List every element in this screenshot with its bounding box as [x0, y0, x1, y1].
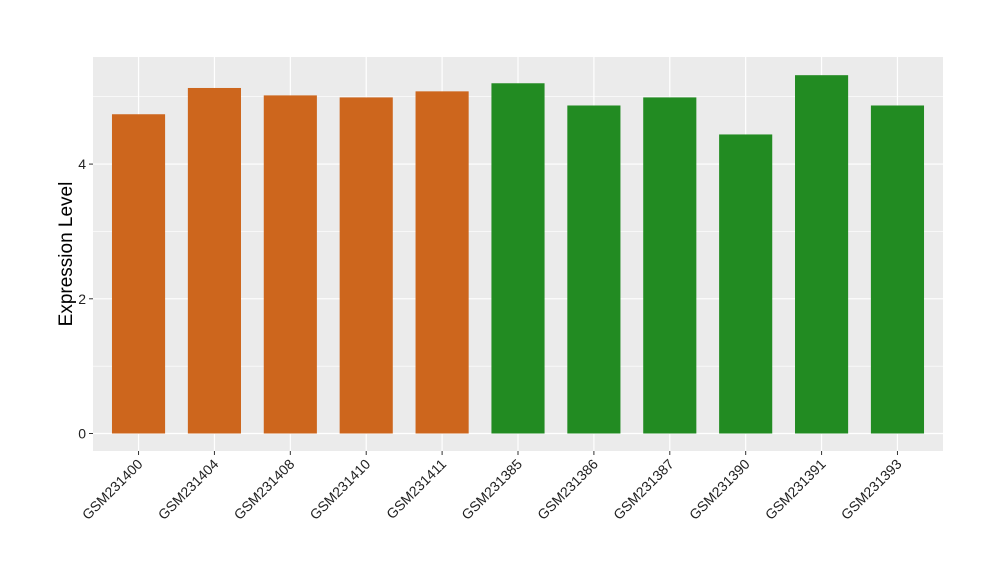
x-tick-label: GSM231410 [306, 456, 373, 523]
x-tick-label: GSM231404 [155, 456, 222, 523]
y-tick-label: 0 [78, 425, 86, 441]
x-tick-label: GSM231391 [762, 456, 829, 523]
x-tick-label: GSM231386 [534, 456, 601, 523]
bar-GSM231411 [415, 91, 469, 434]
x-axis: GSM231400 GSM231404 GSM231408 GSM231410 GSM2… [79, 451, 905, 523]
bar-GSM231393 [870, 105, 925, 434]
x-tick-label: GSM231387 [610, 456, 677, 523]
x-tick-label: GSM231390 [686, 456, 753, 523]
y-axis: 0 2 4 [78, 156, 93, 441]
x-tick-label: GSM231411 [383, 456, 449, 522]
bar-GSM231391 [795, 75, 849, 434]
bar-GSM231400 [111, 114, 166, 434]
x-tick-label: GSM231385 [458, 456, 525, 523]
bar-GSM231385 [491, 83, 545, 434]
y-axis-label: Expression Level [56, 182, 77, 327]
x-tick-label: GSM231393 [838, 456, 905, 523]
y-tick-label: 4 [78, 156, 86, 172]
bar-GSM231387 [643, 97, 697, 434]
x-tick-label: GSM231400 [79, 456, 146, 523]
y-tick-label: 2 [78, 291, 86, 307]
bars [111, 75, 925, 434]
bar-GSM231386 [567, 105, 621, 434]
bar-GSM231404 [187, 87, 241, 434]
bar-GSM231390 [719, 134, 773, 434]
bar-GSM231408 [263, 95, 317, 434]
bar-GSM231410 [339, 97, 393, 434]
x-tick-label: GSM231408 [231, 456, 298, 523]
